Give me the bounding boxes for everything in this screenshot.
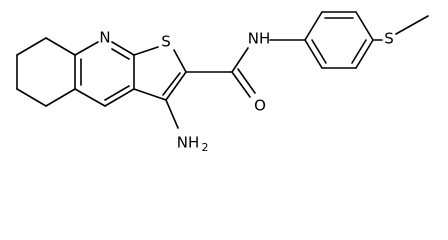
atom-label: O	[254, 97, 266, 115]
atom-label: N	[99, 29, 110, 47]
atom-label: S	[384, 30, 394, 48]
molecule-diagram: N S NH O NH 2 S	[16, 11, 429, 154]
atom-label: NH	[177, 134, 200, 152]
bonds	[16, 11, 429, 129]
atom-label: S	[161, 33, 171, 51]
atom-subscript: 2	[202, 141, 209, 154]
atom-label: NH	[248, 30, 271, 48]
